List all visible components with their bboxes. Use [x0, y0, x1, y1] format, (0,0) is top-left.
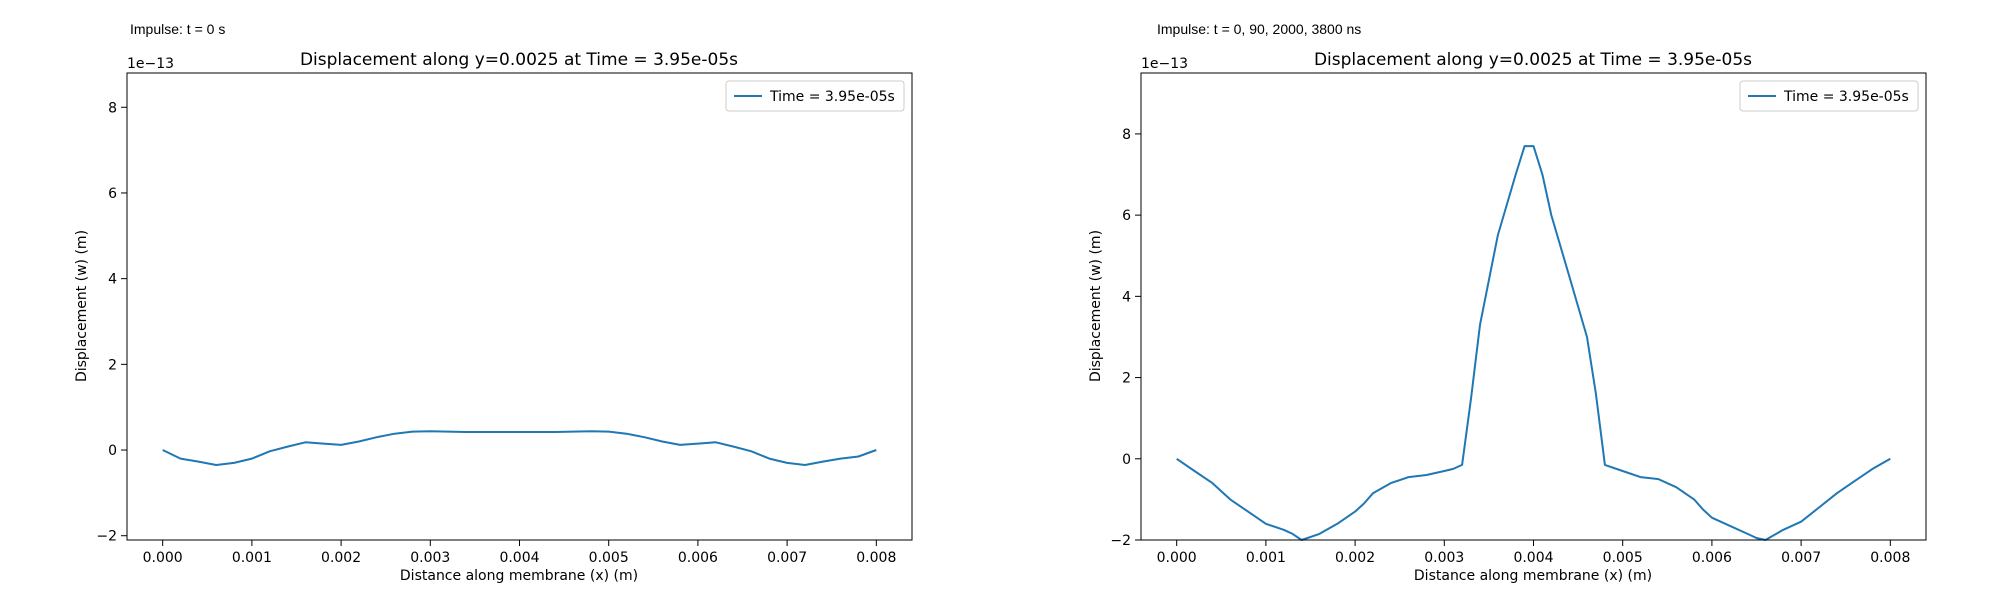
x-tick-label: 0.003 [410, 550, 450, 566]
x-tick-label: 0.000 [1157, 550, 1197, 566]
y-tick-label: 4 [1122, 289, 1131, 305]
impulse-annotation-left: Impulse: t = 0 s [130, 21, 226, 37]
y-tick-label: 6 [108, 186, 117, 202]
x-tick-label: 0.007 [767, 550, 807, 566]
series-line [162, 430, 877, 466]
x-axis-label: Distance along membrane (x) (m) [400, 568, 638, 584]
x-tick-label: 0.000 [143, 550, 183, 566]
x-axis-label: Distance along membrane (x) (m) [1414, 568, 1652, 584]
x-tick-label: 0.001 [1246, 550, 1286, 566]
series-line [1176, 145, 1891, 541]
legend-box [725, 80, 905, 112]
legend-box [1739, 80, 1919, 112]
x-tick-label: 0.002 [1335, 550, 1375, 566]
x-tick-label: 0.005 [1603, 550, 1643, 566]
x-tick-label: 0.003 [1424, 550, 1464, 566]
x-tick-label: 0.004 [499, 550, 539, 566]
chart-title: Displacement along y=0.0025 at Time = 3.… [1314, 50, 1752, 70]
legend: Time = 3.95e-05s [1739, 80, 1919, 112]
chart-title: Displacement along y=0.0025 at Time = 3.… [300, 50, 738, 70]
x-tick-label: 0.008 [1870, 550, 1910, 566]
y-tick-label: −2 [1110, 533, 1131, 549]
y-tick-label: 8 [1122, 127, 1131, 143]
x-tick-label: 0.006 [678, 550, 718, 566]
x-tick-label: 0.002 [321, 550, 361, 566]
y-tick-label: 2 [108, 357, 117, 373]
legend-label: Time = 3.95e-05s [1783, 89, 1909, 105]
x-tick-label: 0.001 [232, 550, 272, 566]
y-tick-label: 6 [1122, 208, 1131, 224]
x-tick-label: 0.004 [1513, 550, 1553, 566]
y-tick-label: 8 [108, 100, 117, 116]
x-tick-label: 0.008 [856, 550, 896, 566]
y-tick-label: 0 [108, 443, 117, 459]
y-tick-label: −2 [96, 529, 117, 545]
plot-area [126, 72, 913, 541]
y-offset-text: 1e−13 [127, 56, 174, 72]
impulse-annotation-right: Impulse: t = 0, 90, 2000, 3800 ns [1157, 21, 1362, 37]
x-tick-label: 0.005 [589, 550, 629, 566]
x-tick-label: 0.006 [1692, 550, 1732, 566]
legend-label: Time = 3.95e-05s [769, 89, 895, 105]
y-axis-label: Displacement (w) (m) [74, 230, 90, 382]
y-tick-label: 4 [108, 272, 117, 288]
legend: Time = 3.95e-05s [725, 80, 905, 112]
y-axis-label: Displacement (w) (m) [1088, 230, 1104, 382]
plot-area [1140, 72, 1927, 541]
y-tick-label: 2 [1122, 371, 1131, 387]
y-tick-label: 0 [1122, 452, 1131, 468]
x-tick-label: 0.007 [1781, 550, 1821, 566]
y-offset-text: 1e−13 [1141, 56, 1188, 72]
